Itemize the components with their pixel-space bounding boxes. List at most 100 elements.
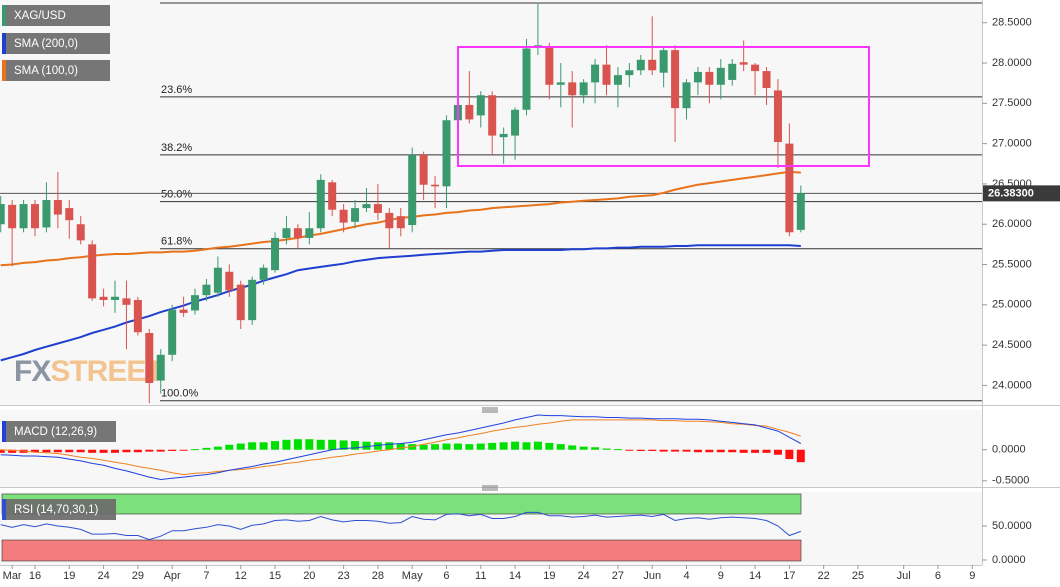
x-tick-label: 17 (783, 570, 795, 582)
macd-histogram-bar (796, 449, 805, 463)
x-tick-label: 16 (29, 570, 41, 582)
candle-body (19, 204, 28, 229)
candle-body (556, 82, 565, 85)
macd-histogram-bar (305, 439, 314, 450)
legend-marker (2, 5, 6, 26)
macd-histogram-bar (625, 449, 634, 451)
candle-body (31, 204, 39, 229)
macd-histogram-bar (465, 444, 474, 450)
candle-body (213, 267, 222, 293)
macd-histogram-bar (682, 449, 691, 452)
x-tick-label: 22 (818, 570, 830, 582)
candle-body (373, 204, 382, 213)
fib-label: 0.0% (161, 0, 186, 2)
macd-histogram-bar (568, 445, 577, 450)
panel-handle[interactable] (482, 485, 498, 491)
macd-histogram-bar (213, 446, 222, 450)
y-tick-label: 27.0000 (992, 138, 1032, 150)
y-tick-label: 25.0000 (992, 299, 1032, 311)
macd-histogram-bar (648, 449, 657, 451)
x-tick-label: Jun (643, 570, 661, 582)
fib-label: 23.6% (161, 84, 192, 96)
x-tick-label: 9 (718, 570, 724, 582)
candle-body (191, 295, 200, 311)
macd-histogram-bar (453, 443, 462, 450)
x-tick-label: 27 (612, 570, 624, 582)
legend-marker (2, 499, 6, 520)
macd-histogram-bar (328, 439, 337, 450)
macd-histogram-bar (396, 443, 405, 450)
fib-label: 100.0% (161, 388, 199, 400)
candle-body (499, 133, 508, 138)
macd-signal-line (0, 419, 801, 476)
macd-histogram-bar (293, 439, 302, 450)
x-tick-label: 15 (269, 570, 281, 582)
macd-histogram-bar (168, 449, 177, 451)
x-tick-label: 14 (509, 570, 521, 582)
macd-histogram-bar (271, 441, 280, 450)
candle-body (168, 309, 177, 355)
candle-body (751, 64, 760, 72)
candle-body (328, 182, 337, 210)
macd-histogram-bar (339, 440, 348, 450)
legend-box (2, 499, 116, 520)
x-tick-label: 4 (683, 570, 689, 582)
macd-histogram-bar (191, 449, 200, 451)
x-tick-label: 20 (303, 570, 315, 582)
macd-histogram-bar (122, 449, 131, 453)
x-tick-label: Jul (897, 570, 911, 582)
macd-histogram-bar (693, 449, 702, 453)
legend-box (2, 5, 110, 26)
macd-histogram-bar (431, 444, 440, 450)
macd-histogram-bar (259, 442, 268, 450)
candle-body (511, 109, 520, 136)
x-tick-label: May (402, 570, 423, 582)
legend-label: XAG/USD (14, 10, 66, 22)
macd-histogram-bar (533, 441, 542, 450)
x-tick-label: 24 (97, 570, 109, 582)
macd-histogram-bar (545, 442, 554, 450)
candle-body (271, 237, 280, 271)
candle-body (259, 267, 268, 280)
x-tick-label: 29 (132, 570, 144, 582)
macd-histogram-bar (351, 441, 360, 450)
candle-body (796, 193, 805, 230)
candle-body (145, 333, 154, 383)
macd-histogram-bar (111, 449, 120, 453)
macd-histogram-bar (145, 449, 154, 452)
macd-histogram-bar (659, 449, 668, 452)
x-tick-label: 11 (475, 570, 486, 582)
candle-body (88, 244, 97, 299)
y-tick-label: 26.0000 (992, 218, 1032, 230)
candle-body (648, 59, 657, 71)
rsi-line (0, 511, 801, 541)
x-tick-label: 14 (749, 570, 761, 582)
macd-histogram-bar (31, 449, 39, 453)
candle-body (76, 224, 85, 241)
macd-histogram-bar (636, 449, 645, 451)
macd-histogram-bar (716, 449, 725, 453)
macd-histogram-bar (556, 444, 565, 450)
macd-histogram-bar (671, 449, 680, 452)
candle-body (202, 284, 211, 296)
macd-histogram-bar (362, 441, 371, 450)
candle-body (716, 67, 725, 85)
macd-histogram-bar (99, 449, 108, 453)
macd-histogram-bar (751, 449, 760, 453)
legend-box (2, 60, 110, 81)
panel-handle[interactable] (482, 407, 498, 413)
range-box[interactable] (457, 46, 870, 167)
macd-histogram-bar (602, 448, 611, 450)
candle-body (0, 204, 5, 225)
y-tick-label: -0.5000 (992, 475, 1029, 487)
macd-histogram-bar (385, 442, 394, 450)
x-tick-label: 23 (337, 570, 349, 582)
y-tick-label: 28.5000 (992, 17, 1032, 29)
macd-histogram-bar (579, 446, 588, 450)
last-price-label: 26.38300 (988, 187, 1034, 199)
fib-label: 50.0% (161, 189, 192, 201)
y-tick-label: 25.5000 (992, 258, 1032, 270)
y-tick-label: 0.0000 (992, 554, 1026, 566)
